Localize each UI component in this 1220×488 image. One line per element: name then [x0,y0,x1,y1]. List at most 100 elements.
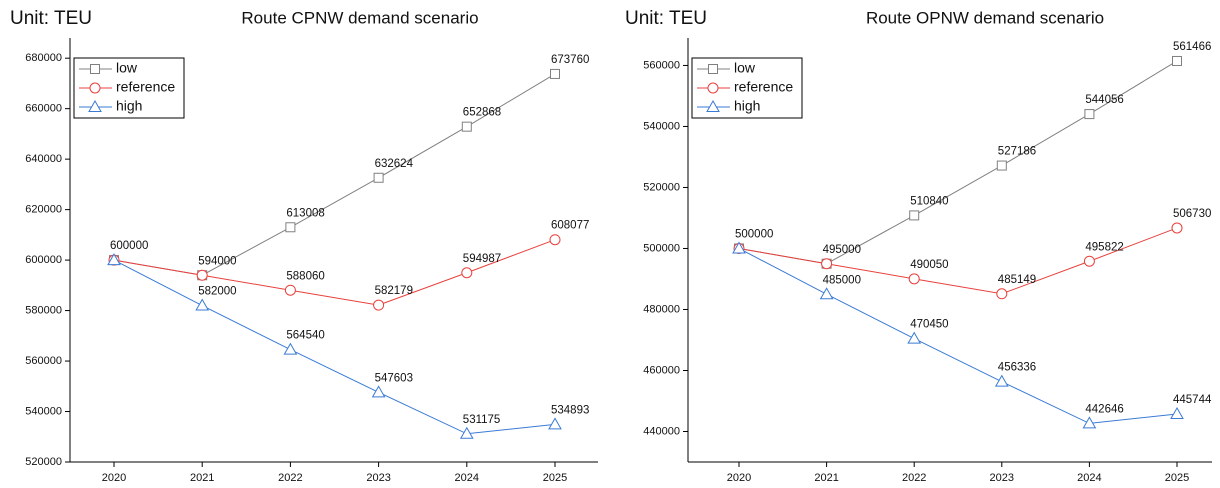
x-tick-label: 2021 [814,472,838,484]
series-line [738,60,1178,265]
marker [1171,222,1183,234]
x-tick-label: 2025 [1165,472,1189,484]
y-tick-label: 620000 [25,204,62,216]
chart-panel: Unit: TEU Route OPNW demand scenario 44000… [625,8,1212,484]
legend-label: low [734,60,756,76]
y-tick-label: 640000 [25,153,62,165]
y-tick-label: 680000 [25,52,62,64]
x-tick-label: 2024 [1077,472,1101,484]
y-tick-label: 600000 [25,254,62,266]
data-label: 564540 [286,330,324,342]
marker [1082,416,1097,429]
data-label: 495000 [823,244,861,256]
x-tick-label: 2022 [278,472,302,484]
marker [196,269,208,281]
marker [821,258,833,270]
x-tick-label: 2022 [902,472,926,484]
data-label: 510840 [910,195,948,207]
y-tick-label: 560000 [643,59,680,71]
marker [373,172,384,183]
data-label: 485149 [998,274,1036,286]
marker [195,298,210,311]
data-label: 594987 [463,253,501,265]
marker [548,417,562,430]
unit-label: Unit: TEU [10,8,92,29]
series-line [113,259,556,435]
legend-label: high [734,98,760,114]
legend-marker [89,82,101,94]
y-tick-label: 520000 [25,456,62,468]
x-tick-label: 2023 [366,472,390,484]
y-tick-label: 540000 [643,120,680,132]
data-label: 534893 [551,404,589,416]
data-label: 632624 [375,158,414,170]
data-label: 506730 [1173,208,1211,220]
chart-title: Route CPNW demand scenario [241,8,478,27]
y-tick-label: 660000 [25,103,62,115]
data-label: 582179 [375,285,413,297]
data-label: 470450 [910,319,948,331]
legend-marker [707,82,719,94]
marker [284,284,296,296]
y-tick-label: 580000 [25,304,62,316]
data-label: 608077 [551,220,589,232]
y-tick-label: 500000 [643,242,680,254]
data-label: 445744 [1173,394,1212,406]
marker [819,287,834,300]
legend-label: low [116,60,138,76]
legend-label: reference [116,79,175,95]
legend-marker [88,99,102,112]
y-tick-label: 440000 [643,425,680,437]
data-label: 490050 [910,259,948,271]
x-tick-label: 2025 [543,472,567,484]
data-label: 561466 [1173,41,1211,53]
marker [994,374,1009,387]
chart-title: Route OPNW demand scenario [866,8,1104,27]
marker [732,241,746,254]
legend-label: high [116,98,142,114]
y-tick-label: 520000 [643,181,680,193]
data-label: 600000 [110,240,148,252]
marker [107,253,121,266]
marker [907,331,922,344]
marker [996,160,1007,171]
series-line [738,248,1178,424]
y-tick-label: 480000 [643,303,680,315]
marker [550,68,560,79]
data-label: 613008 [286,207,324,219]
x-tick-label: 2020 [727,472,751,484]
series-line [113,239,556,306]
x-tick-label: 2020 [102,472,126,484]
legend-label: reference [734,79,793,95]
data-label: 527186 [998,146,1036,158]
y-tick-label: 560000 [25,355,62,367]
chart-panel: Unit: TEU Route CPNW demand scenario 52000… [10,8,598,484]
marker [908,273,920,285]
data-label: 652868 [463,107,501,119]
data-label: 544056 [1085,94,1123,106]
data-label: 442646 [1085,403,1123,415]
legend-marker [708,64,718,74]
data-label: 500000 [735,229,773,241]
marker [461,121,472,132]
marker [285,222,296,233]
x-tick-label: 2023 [990,472,1014,484]
unit-label: Unit: TEU [625,8,707,29]
x-tick-label: 2021 [190,472,214,484]
data-label: 531175 [463,414,501,426]
x-tick-label: 2024 [455,472,479,484]
marker [549,234,561,246]
marker [283,342,298,355]
marker [461,267,473,279]
data-label: 456336 [998,362,1036,374]
marker [909,210,920,221]
data-label: 547603 [375,372,413,384]
data-label: 673760 [551,54,589,66]
marker [371,385,386,398]
data-label: 594000 [198,255,236,267]
legend-marker [90,64,100,74]
marker [1172,55,1182,66]
marker [1083,255,1095,267]
series-line [738,227,1178,295]
